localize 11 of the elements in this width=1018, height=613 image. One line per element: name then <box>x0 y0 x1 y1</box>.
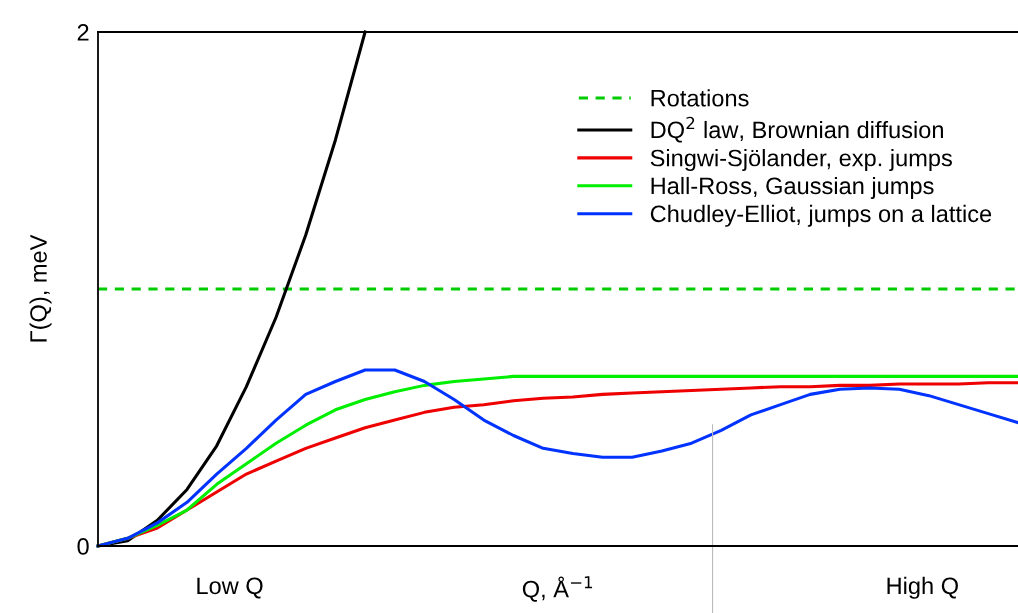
y-axis-title: Γ(Q), meV <box>29 234 52 342</box>
legend-label: DQ$^{2}$ law, Brownian diffusion <box>651 116 943 143</box>
legend-label: Chudley-Elliot, jumps on a lattice <box>650 204 992 227</box>
y-tick-label: 2 <box>77 24 89 41</box>
legend-label: Rotations <box>651 89 749 107</box>
x-axis-title: Q, Å$^{−1}$ <box>522 576 593 602</box>
legend-label: Singwi-Sjölander, exp. jumps <box>650 149 952 172</box>
y-tick-label: 0 <box>77 538 89 555</box>
text: High Q <box>887 576 958 599</box>
text: Low Q <box>197 577 263 599</box>
legend-label: Hall-Ross, Gaussian jumps <box>651 176 934 199</box>
